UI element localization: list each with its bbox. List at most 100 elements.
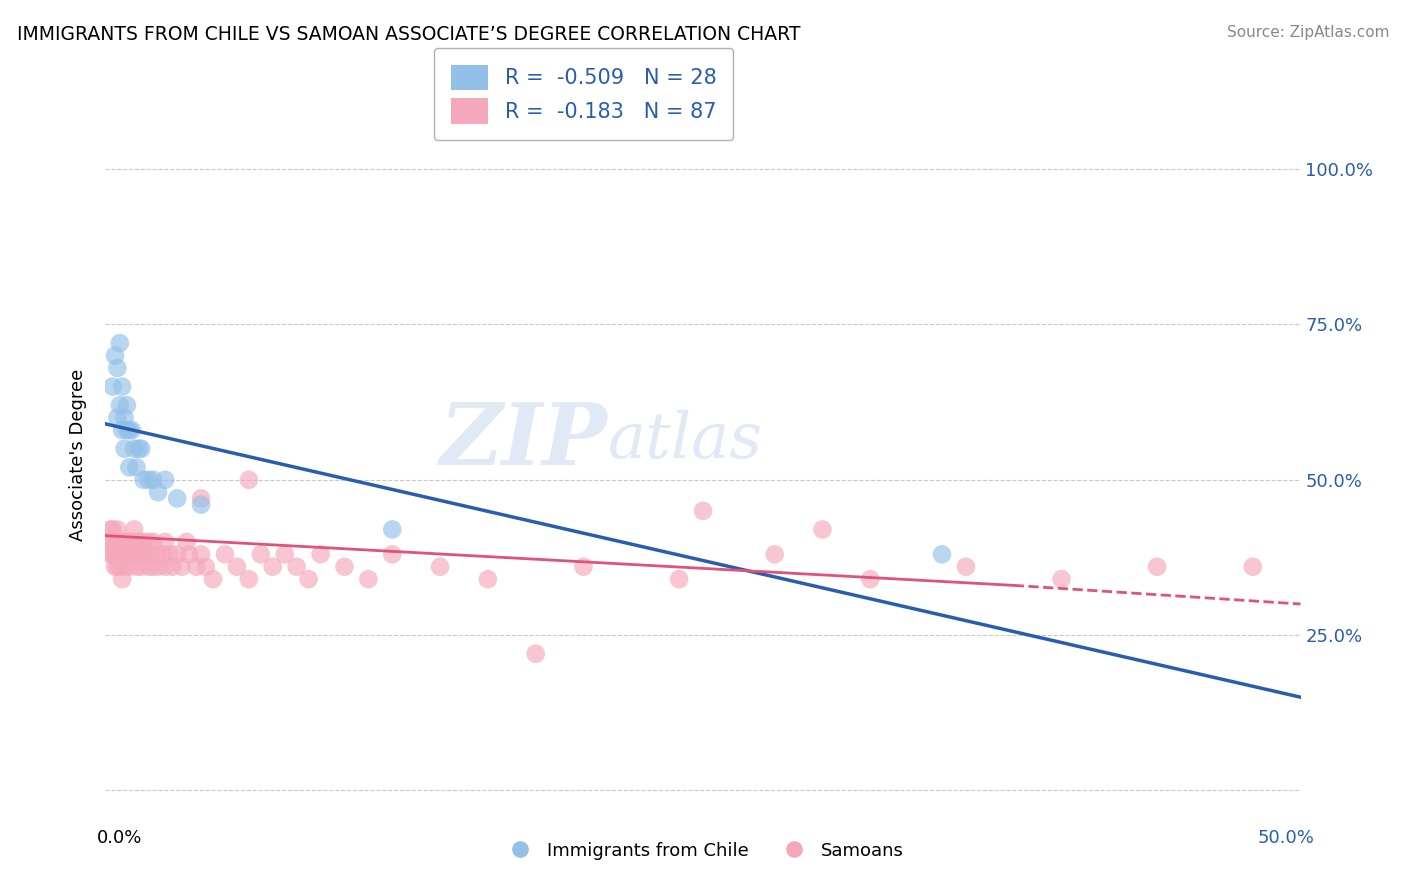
Point	[763, 547, 786, 561]
Point	[121, 534, 143, 549]
Point	[166, 491, 188, 506]
Point	[115, 398, 138, 412]
Point	[477, 572, 499, 586]
Point	[186, 559, 208, 574]
Point	[153, 473, 177, 487]
Text: Source: ZipAtlas.com: Source: ZipAtlas.com	[1226, 25, 1389, 40]
Point	[101, 379, 124, 393]
Point	[955, 559, 977, 574]
Point	[107, 547, 129, 561]
Point	[122, 442, 145, 456]
Point	[1146, 559, 1168, 574]
Point	[118, 534, 141, 549]
Point	[122, 523, 145, 537]
Point	[142, 559, 165, 574]
Point	[1050, 572, 1073, 586]
Point	[298, 572, 321, 586]
Point	[138, 534, 160, 549]
Point	[104, 534, 127, 549]
Point	[114, 547, 136, 561]
Point	[121, 423, 143, 437]
Point	[202, 572, 225, 586]
Point	[190, 498, 212, 512]
Point	[146, 559, 169, 574]
Point	[132, 534, 155, 549]
Point	[108, 398, 131, 412]
Point	[572, 559, 595, 574]
Point	[931, 547, 953, 561]
Point	[190, 491, 212, 506]
Point	[357, 572, 380, 586]
Point	[262, 559, 284, 574]
Point	[111, 379, 134, 393]
Point	[153, 559, 177, 574]
Point	[108, 534, 131, 549]
Point	[142, 473, 165, 487]
Point	[250, 547, 273, 561]
Point	[108, 559, 131, 574]
Point	[107, 410, 129, 425]
Legend: R =  -0.509   N = 28, R =  -0.183   N = 87: R = -0.509 N = 28, R = -0.183 N = 87	[434, 48, 733, 140]
Point	[128, 534, 150, 549]
Point	[285, 559, 308, 574]
Point	[129, 442, 153, 456]
Point	[128, 442, 150, 456]
Text: atlas: atlas	[607, 410, 762, 472]
Point	[107, 360, 129, 375]
Point	[381, 547, 404, 561]
Y-axis label: Associate's Degree: Associate's Degree	[69, 368, 87, 541]
Point	[104, 349, 127, 363]
Point	[166, 547, 188, 561]
Point	[98, 547, 121, 561]
Point	[135, 547, 157, 561]
Point	[225, 559, 249, 574]
Point	[104, 547, 127, 561]
Point	[114, 442, 136, 456]
Point	[381, 523, 404, 537]
Point	[101, 547, 124, 561]
Point	[101, 523, 124, 537]
Text: 0.0%: 0.0%	[97, 829, 142, 847]
Point	[138, 559, 160, 574]
Point	[104, 559, 127, 574]
Point	[811, 523, 834, 537]
Point	[153, 534, 177, 549]
Point	[138, 473, 160, 487]
Point	[429, 559, 451, 574]
Point	[132, 473, 155, 487]
Point	[125, 534, 148, 549]
Point	[107, 523, 129, 537]
Point	[118, 423, 141, 437]
Point	[177, 547, 201, 561]
Point	[146, 547, 169, 561]
Point	[128, 547, 150, 561]
Point	[121, 547, 143, 561]
Point	[159, 547, 181, 561]
Point	[122, 547, 145, 561]
Point	[114, 410, 136, 425]
Point	[111, 572, 134, 586]
Point	[132, 547, 155, 561]
Point	[125, 460, 148, 475]
Point	[111, 534, 134, 549]
Point	[1241, 559, 1264, 574]
Text: IMMIGRANTS FROM CHILE VS SAMOAN ASSOCIATE’S DEGREE CORRELATION CHART: IMMIGRANTS FROM CHILE VS SAMOAN ASSOCIAT…	[17, 25, 800, 44]
Point	[107, 559, 129, 574]
Point	[238, 473, 260, 487]
Point	[139, 547, 162, 561]
Point	[309, 547, 332, 561]
Point	[190, 547, 212, 561]
Point	[114, 534, 136, 549]
Point	[125, 559, 148, 574]
Point	[170, 559, 193, 574]
Point	[97, 534, 120, 549]
Point	[194, 559, 217, 574]
Point	[668, 572, 690, 586]
Point	[129, 547, 153, 561]
Point	[118, 460, 141, 475]
Point	[214, 547, 236, 561]
Text: ZIP: ZIP	[440, 400, 607, 483]
Point	[238, 572, 260, 586]
Point	[101, 534, 124, 549]
Point	[115, 547, 138, 561]
